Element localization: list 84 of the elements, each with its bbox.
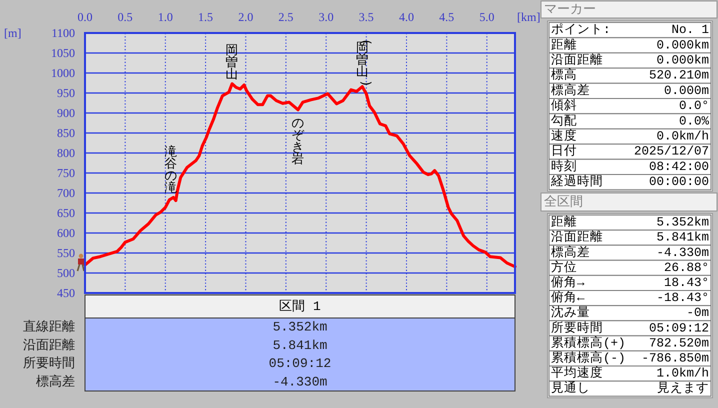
- x-tick-label: 3.0: [318, 10, 334, 24]
- text: 520.210m: [648, 68, 709, 83]
- x-tick-label: 0.5: [118, 10, 133, 24]
- x-tick-label: 2.0: [238, 10, 254, 24]
- text: 経過時間: [550, 174, 603, 190]
- text: 日付: [551, 144, 577, 159]
- y-tick-label: 450: [57, 286, 75, 300]
- text: 見えます: [657, 380, 709, 396]
- text: 平均速度: [551, 364, 603, 381]
- text: 05:09:12: [268, 356, 332, 372]
- text: 782.520m: [648, 336, 709, 350]
- text: 2025/12/07: [634, 144, 709, 159]
- text: 1.0km/h: [656, 366, 709, 381]
- text: 00:00:00: [648, 175, 709, 190]
- y-tick-label: 600: [57, 226, 75, 240]
- y-tick-label: 1100: [51, 26, 75, 40]
- text: -4.330m: [272, 374, 328, 390]
- x-tick-label: 5.0: [479, 10, 494, 24]
- y-tick-label: 750: [57, 166, 75, 180]
- text: 方位: [551, 258, 577, 275]
- y-tick-label: 950: [57, 86, 75, 100]
- text: 5.352km: [272, 320, 328, 335]
- text: 累積標高(+): [551, 334, 626, 350]
- text: 沿面距離: [23, 338, 75, 353]
- text: 標高差: [36, 373, 75, 390]
- text: 距離: [551, 37, 577, 52]
- text: 区間 1: [279, 299, 321, 314]
- x-tick-label: 4.5: [439, 10, 454, 24]
- text: 08:42:00: [648, 160, 709, 174]
- y-tick-label: 850: [57, 126, 75, 140]
- text: 標高: [551, 66, 577, 83]
- text: 0.000km: [656, 54, 709, 68]
- y-axis-title: [m]: [4, 26, 22, 40]
- text: No. 1: [671, 23, 709, 38]
- text: 0.0km/h: [656, 130, 709, 144]
- text: 傾斜: [551, 98, 577, 114]
- y-tick-label: 550: [57, 246, 75, 260]
- x-tick-label: 3.5: [358, 10, 374, 24]
- y-tick-label: 800: [57, 146, 75, 160]
- text: 所要時間: [551, 320, 603, 336]
- y-tick-label: 1000: [51, 66, 75, 80]
- y-tick-label: 700: [57, 186, 75, 200]
- text: 5.841km: [272, 338, 328, 353]
- text: 速度: [551, 128, 577, 144]
- text: 全区間: [544, 194, 583, 210]
- text: 標高差: [551, 82, 590, 98]
- text: ポイント:: [551, 22, 611, 38]
- y-tick-label: 1050: [51, 46, 75, 60]
- x-tick-label: 4.0: [398, 10, 414, 24]
- x-tick-label: 1.5: [198, 10, 214, 24]
- text: -4.330m: [656, 246, 709, 260]
- text: 5.841km: [656, 230, 709, 245]
- x-tick-label: 2.5: [278, 10, 294, 24]
- y-tick-label: 500: [57, 266, 75, 280]
- text: 0.0%: [678, 114, 710, 128]
- y-tick-label: 650: [57, 206, 75, 220]
- text: 俯角→: [551, 274, 585, 290]
- x-tick-label: 0.0: [78, 10, 92, 24]
- text: 沈み量: [551, 305, 590, 320]
- text: 0.000km: [656, 38, 709, 52]
- text: 累積標高(-): [551, 349, 626, 366]
- text: 18.43°: [664, 276, 709, 290]
- text: -786.850m: [641, 351, 709, 366]
- text: 勾配: [551, 113, 577, 128]
- x-axis-title: [km]: [517, 10, 540, 24]
- text: 沿面距離: [551, 230, 603, 245]
- text: -0m: [686, 306, 709, 320]
- text: 直線距離: [23, 320, 75, 335]
- text: 距離: [551, 214, 577, 230]
- text: -18.43°: [656, 291, 709, 306]
- text: 見通し: [551, 380, 590, 396]
- text: 時刻: [551, 158, 577, 174]
- text: 26.88°: [664, 260, 709, 275]
- text: マーカー: [544, 2, 596, 17]
- x-tick-label: 1.0: [158, 10, 173, 24]
- y-tick-label: 900: [57, 106, 75, 120]
- text: 5.352km: [656, 216, 709, 230]
- text: 標高差: [551, 244, 590, 260]
- text: 0.0°: [678, 99, 709, 114]
- text: 所要時間: [23, 356, 75, 372]
- text: 俯角←: [551, 290, 585, 306]
- text: 0.000m: [664, 84, 709, 98]
- text: 沿面距離: [551, 52, 603, 68]
- text: 05:09:12: [648, 321, 709, 336]
